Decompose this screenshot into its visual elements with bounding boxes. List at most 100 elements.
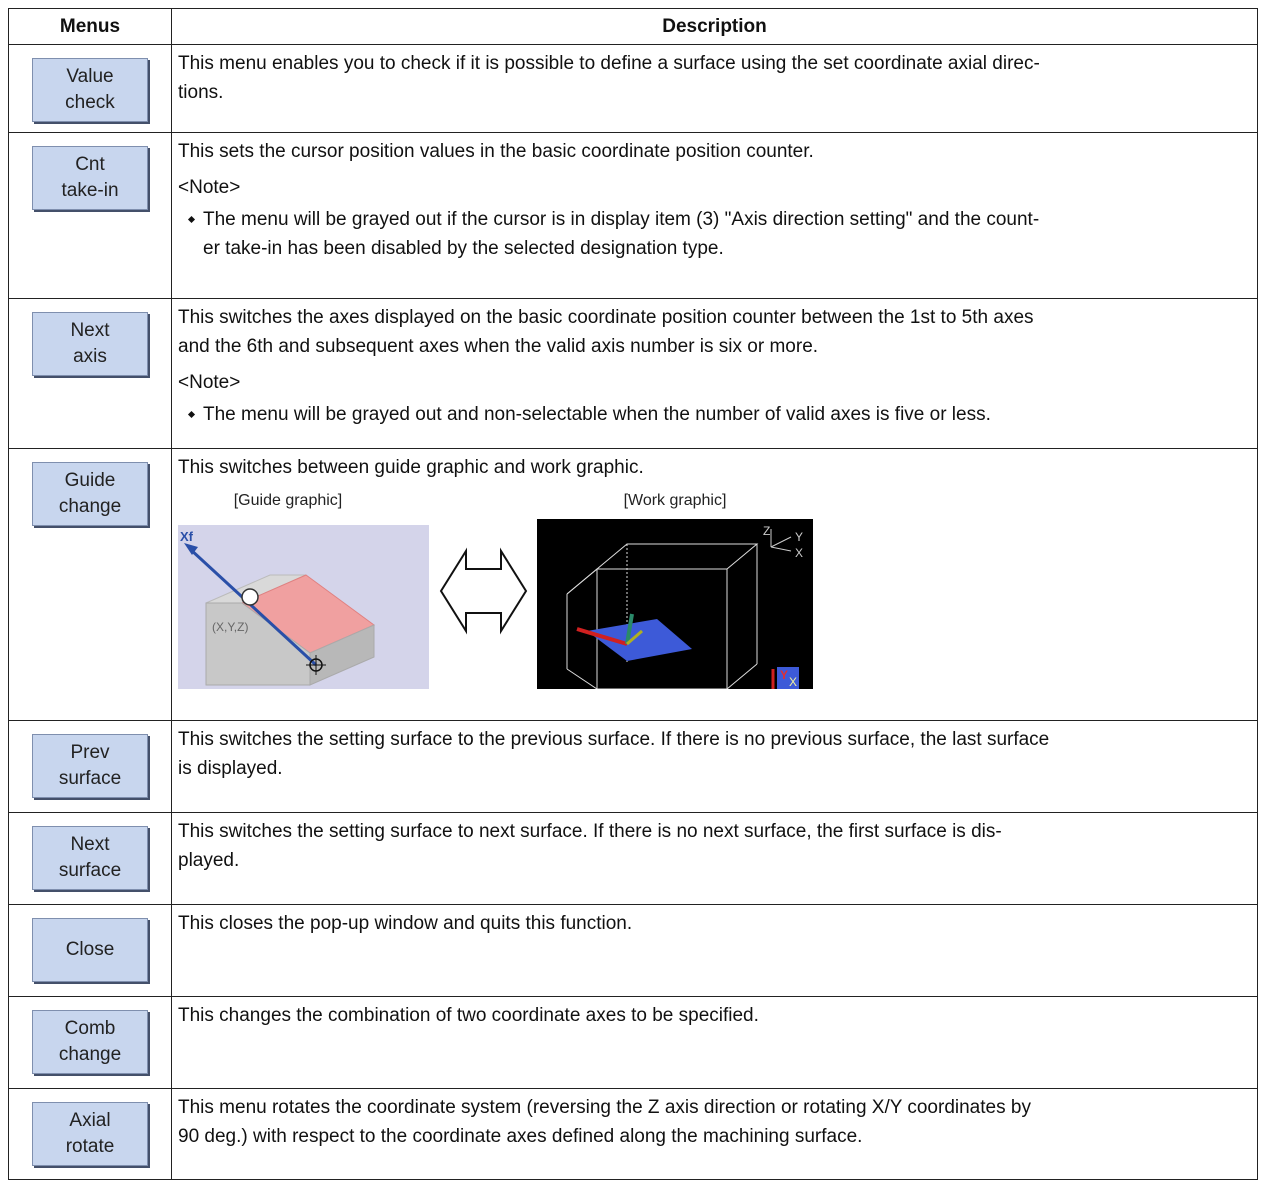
axis-arrowhead bbox=[184, 543, 198, 555]
axis-line bbox=[188, 547, 318, 667]
header-menus: Menus bbox=[8, 8, 172, 45]
paragraph: This switches the axes displayed on the … bbox=[178, 303, 1251, 361]
table-row: Axial rotate This menu rotates the coordin… bbox=[8, 1088, 1258, 1180]
menu-label: Close bbox=[65, 939, 115, 960]
axis-label: Xf bbox=[180, 529, 194, 544]
menu-cell: Next surface bbox=[8, 812, 172, 905]
description-cell: This closes the pop-up window and quits … bbox=[171, 904, 1258, 997]
figure-caption: [Guide graphic] bbox=[234, 492, 343, 509]
header-description: Description bbox=[171, 8, 1258, 45]
menu-label: Prev bbox=[70, 742, 110, 763]
axis-icon bbox=[770, 546, 792, 552]
switch-arrow bbox=[439, 547, 528, 635]
table-body: Value check This menu enables you to check… bbox=[8, 44, 1258, 1180]
table-row: Next axis This switches the axes displayed… bbox=[8, 298, 1258, 449]
menu-cell: Prev surface bbox=[8, 720, 172, 813]
menu-label: Next bbox=[70, 834, 110, 855]
menu-label: Comb bbox=[64, 1018, 116, 1039]
z-arrow bbox=[625, 613, 634, 645]
description-cell: This switches the setting surface to nex… bbox=[171, 812, 1258, 905]
text-line: This menu rotates the coordinate system … bbox=[178, 1097, 1031, 1118]
menu-label: Value bbox=[66, 66, 114, 87]
menu-button: Close bbox=[32, 918, 148, 982]
x-arrow bbox=[576, 627, 628, 646]
menu-button: Cnt take-in bbox=[32, 146, 148, 210]
menu-button: Axial rotate bbox=[32, 1102, 148, 1166]
table-row: Prev surface This switches the setting sur… bbox=[8, 720, 1258, 813]
point-label: (X,Y,Z) bbox=[212, 620, 248, 634]
figures: [Guide graphic] [Work graphic] Xf (X,Y,Z… bbox=[178, 489, 1251, 689]
menu-label: change bbox=[58, 496, 122, 517]
work-graphic: Z Y X Y X bbox=[537, 519, 813, 689]
bullet-item: The menu will be grayed out if the curso… bbox=[178, 205, 1251, 263]
y-arrow bbox=[626, 629, 643, 646]
description-cell: This switches the axes displayed on the … bbox=[171, 298, 1258, 449]
description-cell: This sets the cursor position values in … bbox=[171, 132, 1258, 299]
menu-label: surface bbox=[58, 768, 122, 789]
menu-label: axis bbox=[73, 346, 107, 367]
menu-button: Prev surface bbox=[32, 734, 148, 798]
axis-icon bbox=[770, 536, 792, 548]
paragraph: This closes the pop-up window and quits … bbox=[178, 909, 1251, 938]
text-line: This switches the setting surface to the… bbox=[178, 729, 1050, 750]
text-line: played. bbox=[178, 850, 240, 871]
menu-table: Menus Description Value check This menu en… bbox=[8, 8, 1258, 1180]
text-line: and the 6th and subsequent axes when the… bbox=[178, 336, 819, 357]
description-cell: This switches between guide graphic and … bbox=[171, 448, 1258, 721]
menu-label: change bbox=[58, 1044, 122, 1065]
text-line: The menu will be grayed out if the curso… bbox=[203, 209, 1040, 230]
figure-pair: [Guide graphic] [Work graphic] Xf (X,Y,Z… bbox=[178, 492, 813, 689]
text-line: This switches the setting surface to nex… bbox=[178, 821, 1002, 842]
table-row: Value check This menu enables you to check… bbox=[8, 44, 1258, 133]
description-cell: This switches the setting surface to the… bbox=[171, 720, 1258, 813]
text-line: This sets the cursor position values in … bbox=[178, 141, 814, 162]
figure-caption: [Work graphic] bbox=[624, 492, 727, 509]
bullet-mark bbox=[187, 410, 196, 419]
paragraph: This menu rotates the coordinate system … bbox=[178, 1093, 1251, 1151]
table-row: Comb change This changes the combination o… bbox=[8, 996, 1258, 1089]
menu-cell: Cnt take-in bbox=[8, 132, 172, 299]
description-cell: This menu rotates the coordinate system … bbox=[171, 1088, 1258, 1180]
text-line: er take-in has been disabled by the sele… bbox=[203, 238, 724, 259]
menu-cell: Comb change bbox=[8, 996, 172, 1089]
double-arrow bbox=[439, 547, 528, 635]
paragraph: This menu enables you to check if it is … bbox=[178, 49, 1251, 107]
cube-edge bbox=[566, 668, 598, 689]
cube-edge bbox=[726, 663, 758, 689]
description-cell: This menu enables you to check if it is … bbox=[171, 44, 1258, 133]
menu-button: Next surface bbox=[32, 826, 148, 890]
menu-cell: Value check bbox=[8, 44, 172, 133]
menu-cell: Next axis bbox=[8, 298, 172, 449]
menu-cell: Guide change bbox=[8, 448, 172, 721]
menu-label: Cnt bbox=[75, 154, 105, 175]
cube-edge bbox=[566, 568, 598, 595]
text-line: tions. bbox=[178, 82, 224, 103]
text-line: This changes the combination of two coor… bbox=[178, 1005, 759, 1026]
text-line: This switches the axes displayed on the … bbox=[178, 307, 1034, 328]
menu-button: Value check bbox=[32, 58, 148, 122]
text-line: is displayed. bbox=[178, 758, 283, 779]
note-label: <Note> bbox=[178, 372, 241, 393]
text-line: The menu will be grayed out and non-sele… bbox=[203, 404, 991, 425]
corner-label: Y bbox=[780, 668, 788, 682]
menu-cell: Axial rotate bbox=[8, 1088, 172, 1180]
corner-icon bbox=[777, 667, 799, 689]
menu-label: Next bbox=[70, 320, 110, 341]
axis-label: X bbox=[795, 546, 803, 560]
table-row: Cnt take-in This sets the cursor position … bbox=[8, 132, 1258, 299]
paragraph: This changes the combination of two coor… bbox=[178, 1001, 1251, 1030]
menu-label: check bbox=[65, 92, 115, 113]
work-background bbox=[537, 519, 813, 689]
paragraph: This switches between guide graphic and … bbox=[178, 453, 1251, 482]
text-line: 90 deg.) with respect to the coordinate … bbox=[178, 1126, 863, 1147]
bullet-mark bbox=[187, 215, 196, 224]
surface bbox=[587, 619, 692, 661]
menu-button: Next axis bbox=[32, 312, 148, 376]
menu-label: surface bbox=[58, 860, 122, 881]
guide-graphic: Xf (X,Y,Z) bbox=[178, 525, 429, 689]
text-line: This switches between guide graphic and … bbox=[178, 457, 644, 478]
text-line: This closes the pop-up window and quits … bbox=[178, 913, 633, 934]
table-row: Next surface This switches the setting sur… bbox=[8, 812, 1258, 905]
text-line: This menu enables you to check if it is … bbox=[178, 53, 1040, 74]
